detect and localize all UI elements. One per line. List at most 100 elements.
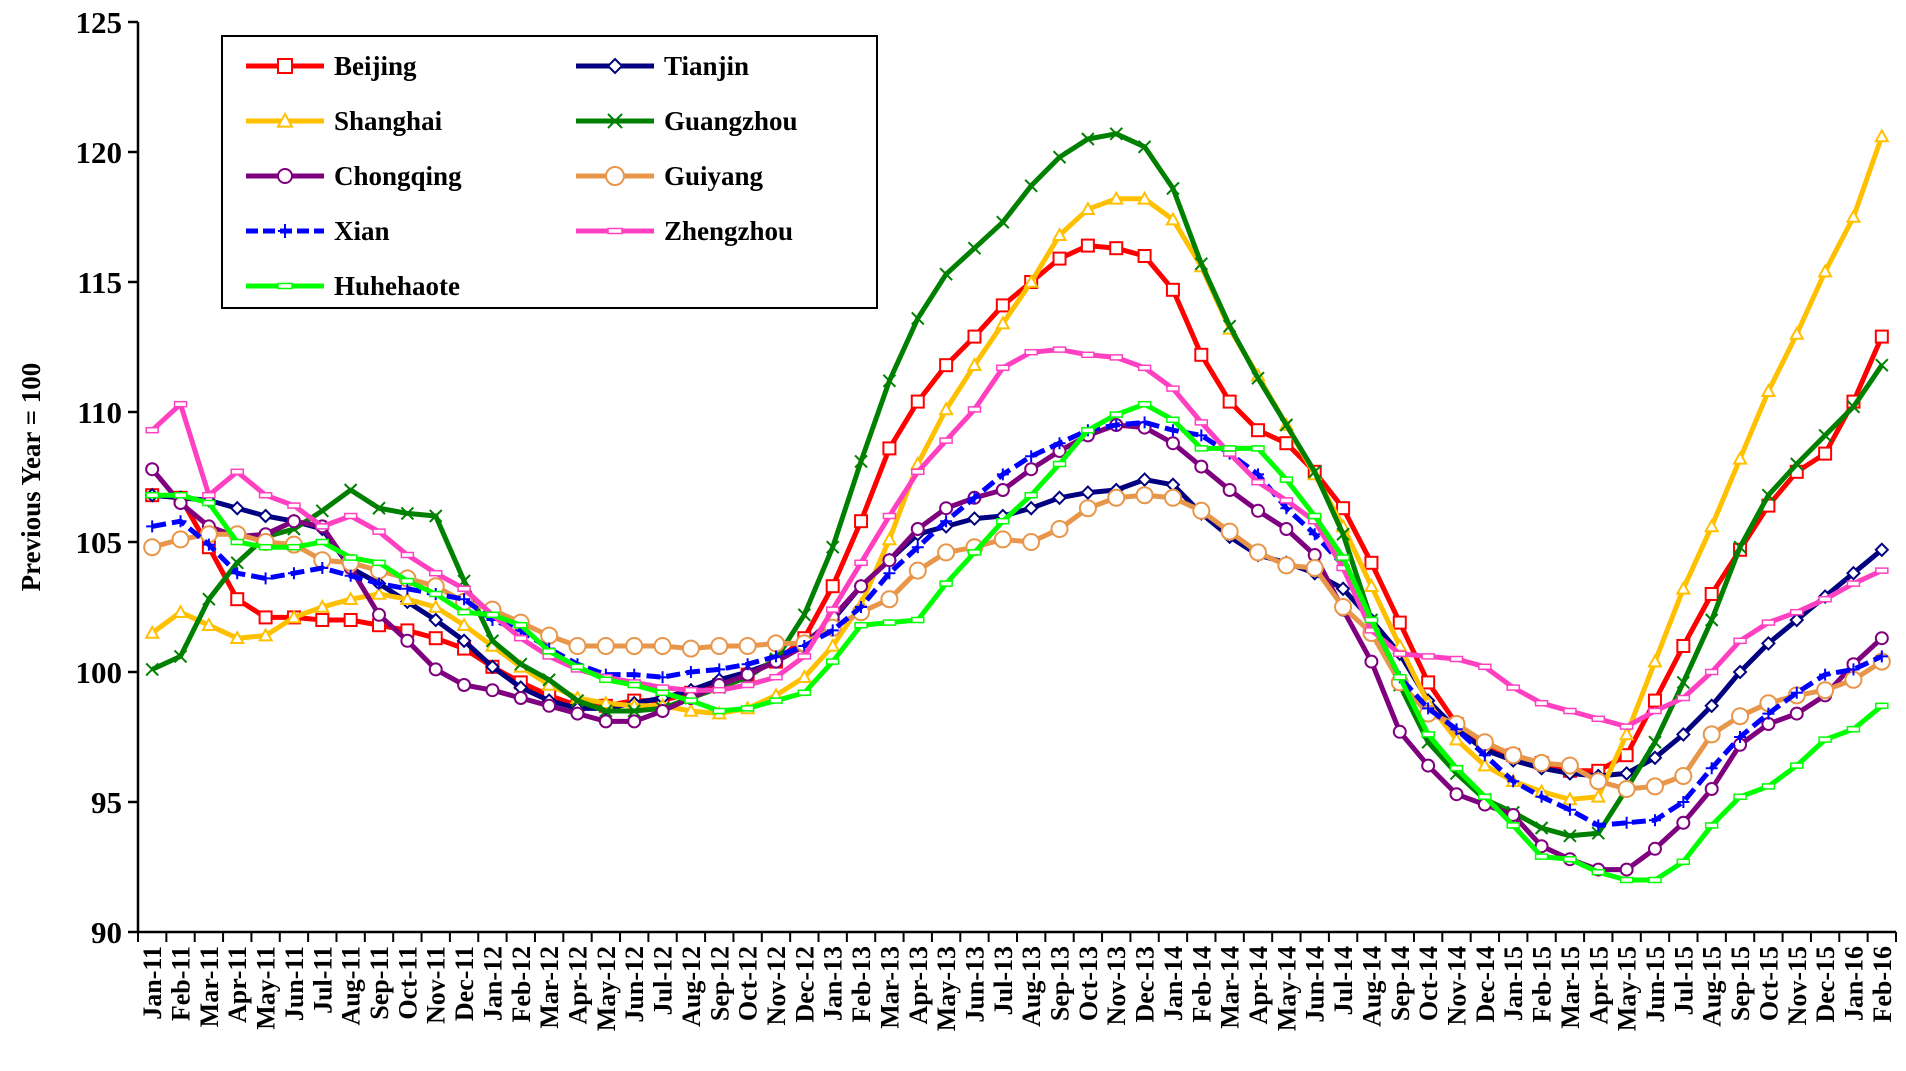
data-point-huhehaote-marker xyxy=(1166,416,1180,424)
data-point-guangzhou-marker xyxy=(1336,527,1350,541)
data-point-huhehaote-marker xyxy=(1449,764,1464,772)
data-point-guangzhou-marker xyxy=(797,608,812,622)
data-point-guiyang-marker xyxy=(1220,522,1239,541)
data-point-huhehaote-marker xyxy=(1534,853,1549,860)
data-point-xian-marker xyxy=(826,624,839,637)
data-point-guangzhou-marker xyxy=(882,374,897,388)
series-line-guangzhou xyxy=(151,131,1884,839)
data-point-chongqing-marker xyxy=(655,704,670,718)
legend-item-shanghai: Shanghai xyxy=(246,106,443,136)
data-point-zhengzhou-marker xyxy=(1790,608,1804,616)
data-point-guangzhou-marker xyxy=(1222,319,1237,333)
data-point-chongqing-marker xyxy=(854,579,869,594)
data-point-zhengzhou-marker xyxy=(1591,715,1606,723)
x-tick-label: Oct-14 xyxy=(1414,946,1443,1021)
data-point-chongqing-marker xyxy=(542,698,557,713)
data-point-beijing-marker xyxy=(825,579,840,594)
legend-label: Guiyang xyxy=(664,161,764,191)
data-point-zhengzhou-marker xyxy=(1449,655,1464,663)
legend-item-guangzhou: Guangzhou xyxy=(576,106,798,136)
data-point-huhehaote-marker xyxy=(967,549,982,556)
data-point-zhengzhou-marker xyxy=(1222,450,1237,457)
data-point-huhehaote-marker xyxy=(1222,445,1237,452)
data-point-guangzhou-marker xyxy=(911,311,925,326)
legend-zhengzhou-marker xyxy=(607,227,623,235)
x-tick-label: Jan-11 xyxy=(138,946,167,1020)
data-point-beijing-marker xyxy=(315,613,330,627)
data-point-zhengzhou-marker xyxy=(1648,707,1662,715)
data-point-shanghai-marker xyxy=(1789,325,1805,340)
data-point-huhehaote-marker xyxy=(514,621,528,629)
data-point-xian-marker xyxy=(628,668,641,681)
data-point-beijing-marker xyxy=(910,394,925,409)
x-tick-label: Dec-15 xyxy=(1811,946,1840,1023)
data-point-guangzhou-marker xyxy=(1733,540,1747,554)
x-tick-label: May-11 xyxy=(252,946,281,1030)
data-point-guiyang-marker xyxy=(1504,746,1523,765)
data-point-guiyang-marker xyxy=(596,637,615,655)
data-point-zhengzhou-marker xyxy=(202,491,216,499)
x-tick-label: Sep-13 xyxy=(1046,946,1075,1021)
data-point-huhehaote-marker xyxy=(173,491,188,499)
data-point-xian-marker xyxy=(202,538,215,551)
data-point-chongqing-marker xyxy=(485,683,500,698)
data-point-tianjin-marker xyxy=(485,659,500,675)
data-point-huhehaote-marker xyxy=(854,621,868,629)
x-tick-label: Jan-13 xyxy=(819,946,848,1021)
data-point-beijing-marker xyxy=(1421,675,1436,690)
data-point-huhehaote-marker xyxy=(1251,445,1265,452)
data-point-guangzhou-marker xyxy=(1308,465,1322,479)
x-tick-label: Nov-12 xyxy=(762,946,791,1025)
data-point-beijing-marker xyxy=(1165,282,1180,297)
data-point-beijing-marker xyxy=(1080,238,1095,253)
data-point-xian-marker xyxy=(1195,429,1208,442)
x-tick-label: Aug-12 xyxy=(677,946,706,1027)
y-tick-label: 90 xyxy=(91,915,122,950)
x-tick-label: Aug-13 xyxy=(1017,946,1046,1027)
data-point-xian-marker xyxy=(344,569,357,582)
data-point-guangzhou-marker xyxy=(1534,821,1549,835)
data-point-huhehaote-marker xyxy=(1307,512,1322,520)
x-tick-label: Oct-11 xyxy=(393,946,422,1020)
y-tick-label: 110 xyxy=(77,395,122,430)
data-point-zhengzhou-marker xyxy=(1619,723,1634,730)
data-point-xian-marker xyxy=(741,658,754,671)
data-point-guangzhou-marker xyxy=(1194,257,1209,271)
x-tick-label: Jun-15 xyxy=(1641,946,1670,1023)
x-tick-label: Apr-15 xyxy=(1584,946,1613,1024)
data-point-chongqing-marker xyxy=(1619,862,1634,877)
data-point-guangzhou-marker xyxy=(599,704,613,718)
data-point-huhehaote-marker xyxy=(996,517,1010,525)
legend-shanghai-marker xyxy=(276,111,294,128)
data-point-huhehaote-marker xyxy=(1336,554,1350,561)
x-tick-label: May-15 xyxy=(1613,946,1642,1031)
data-point-xian-marker xyxy=(174,515,187,528)
data-point-guangzhou-marker xyxy=(1676,675,1691,690)
x-tick-label: Jan-15 xyxy=(1499,946,1528,1021)
data-point-zhengzhou-marker xyxy=(911,468,925,476)
data-point-chongqing-marker xyxy=(1676,815,1691,830)
data-point-zhengzhou-marker xyxy=(712,686,727,694)
legend-beijing-marker xyxy=(277,58,293,74)
data-point-shanghai-marker xyxy=(1618,726,1635,741)
data-point-shanghai-marker xyxy=(995,315,1011,330)
data-point-xian-marker xyxy=(1648,814,1661,827)
data-point-xian-marker xyxy=(1025,450,1038,463)
data-point-shanghai-marker xyxy=(286,609,302,624)
data-point-zhengzhou-marker xyxy=(1052,346,1067,353)
x-tick-label: Jul-13 xyxy=(989,946,1018,1015)
data-point-xian-marker xyxy=(401,582,414,595)
y-tick-label: 105 xyxy=(76,525,123,560)
data-point-shanghai-marker xyxy=(1051,227,1068,241)
data-point-zhengzhou-marker xyxy=(1534,699,1549,707)
data-point-huhehaote-marker xyxy=(428,590,443,598)
data-point-guiyang-marker xyxy=(625,637,644,655)
data-point-zhengzhou-marker xyxy=(1733,637,1747,645)
data-point-guangzhou-marker xyxy=(1591,826,1605,840)
data-point-guangzhou-marker xyxy=(1818,428,1832,443)
data-point-huhehaote-marker xyxy=(1563,855,1577,863)
data-point-huhehaote-marker xyxy=(485,611,500,619)
data-point-chongqing-marker xyxy=(1506,808,1521,822)
series-layer xyxy=(143,127,1891,884)
